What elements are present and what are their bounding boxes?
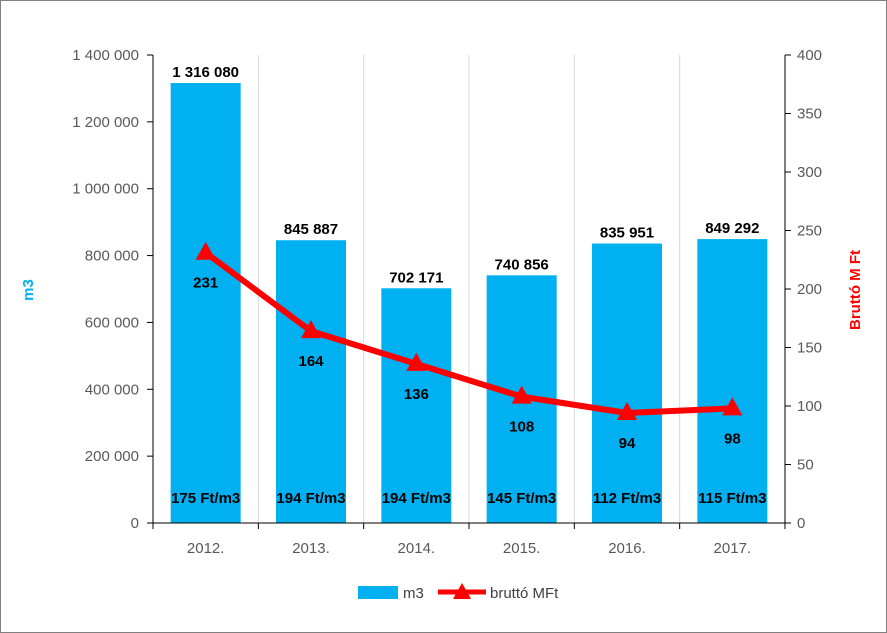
legend-label-brutto: bruttó MFt (490, 585, 559, 602)
line-value-label: 136 (404, 386, 429, 403)
legend-swatch-m3 (358, 586, 398, 599)
bar (170, 83, 241, 524)
right-tick-label: 350 (797, 106, 822, 123)
line-value-labels: 231 164 136 108 94 98 (193, 275, 741, 452)
x-axis-ticks: 2012. 2013. 2014. 2015. 2016. 2017. (152, 523, 786, 557)
left-tick-label: 800 000 (85, 248, 139, 265)
line-marker-triangle (511, 385, 532, 404)
right-axis-ticks: 0 50 100 150 200 250 300 350 400 (785, 47, 822, 532)
line-marker-triangle (722, 397, 743, 416)
line-value-label: 164 (298, 353, 324, 370)
unit-price-label: 115 Ft/m3 (698, 490, 766, 507)
bar-value-label: 845 887 (284, 221, 338, 238)
left-tick-label: 1 400 000 (72, 47, 139, 64)
right-tick-label: 200 (797, 281, 822, 298)
right-tick-label: 250 (797, 223, 822, 240)
left-tick-label: 0 (131, 515, 139, 532)
line-marker-triangle (617, 402, 637, 421)
bar-value-labels: 1 316 080 845 887 702 171 740 856 835 951 849… (172, 64, 759, 286)
unit-price-labels: 175 Ft/m3 194 Ft/m3 194 Ft/m3 145 Ft/m3 112 … (171, 490, 766, 507)
bars (170, 83, 768, 524)
left-tick-label: 1 200 000 (72, 114, 139, 131)
unit-price-label: 145 Ft/m3 (487, 490, 556, 507)
x-tick-label: 2013. (292, 540, 330, 557)
line-marker-triangle (195, 241, 216, 260)
line-series (195, 241, 743, 421)
bar (381, 288, 452, 523)
line-marker-triangle (301, 320, 321, 339)
legend: m3 bruttó MFt (358, 583, 559, 602)
unit-price-label: 194 Ft/m3 (382, 490, 451, 507)
legend-swatch-marker (453, 583, 471, 599)
line-marker-triangle (406, 352, 427, 371)
x-tick-label: 2014. (398, 540, 436, 557)
right-axis-label: Bruttó M Ft (847, 250, 864, 330)
legend-label-m3: m3 (403, 585, 424, 602)
bar-value-label: 835 951 (600, 225, 654, 242)
line-path (203, 250, 733, 417)
left-tick-label: 400 000 (85, 381, 139, 398)
unit-price-label: 194 Ft/m3 (276, 490, 345, 507)
right-tick-label: 50 (797, 457, 814, 474)
unit-price-label: 112 Ft/m3 (593, 490, 661, 507)
x-tick-label: 2017. (714, 540, 752, 557)
right-tick-label: 400 (797, 47, 822, 64)
bar-value-label: 702 171 (389, 269, 443, 286)
unit-price-label: 175 Ft/m3 (171, 490, 240, 507)
left-tick-label: 600 000 (85, 314, 139, 331)
x-tick-label: 2015. (503, 540, 541, 557)
bar (276, 240, 346, 523)
right-tick-label: 150 (797, 340, 822, 357)
right-tick-label: 0 (797, 515, 805, 532)
line-value-label: 231 (193, 275, 218, 292)
grid-lines (257, 55, 681, 523)
bar-value-label: 1 316 080 (172, 64, 239, 81)
left-tick-label: 1 000 000 (72, 181, 139, 198)
left-tick-label: 200 000 (85, 448, 139, 465)
x-tick-label: 2012. (187, 540, 225, 557)
bar-value-label: 849 292 (705, 220, 759, 237)
line-value-label: 94 (619, 435, 636, 452)
right-tick-label: 300 (797, 164, 822, 181)
bar (697, 239, 768, 523)
left-axis-label: m3 (20, 279, 37, 301)
right-tick-label: 100 (797, 398, 822, 415)
line-value-label: 98 (724, 430, 741, 447)
line-value-label: 108 (509, 419, 534, 436)
bar-value-label: 740 856 (495, 256, 549, 273)
left-axis-ticks: 0 200 000 400 000 600 000 800 000 1 000 000 1 … (72, 47, 153, 532)
bar (592, 243, 662, 523)
x-tick-label: 2016. (608, 540, 646, 557)
